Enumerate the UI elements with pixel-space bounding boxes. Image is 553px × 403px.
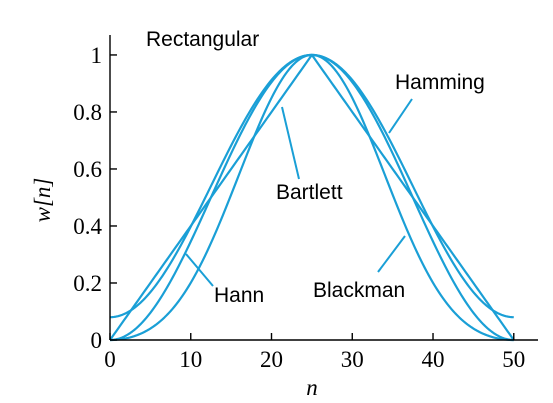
x-axis-title: n — [306, 375, 318, 400]
annotation-rectangular: Rectangular — [146, 28, 259, 51]
y-tick-label: 0.8 — [73, 100, 102, 125]
y-tick-label: 0 — [91, 328, 103, 353]
y-axis-title: w[n] — [30, 178, 55, 223]
leader-hann — [185, 253, 214, 287]
y-tick-label: 0.2 — [73, 271, 102, 296]
y-tick-label: 1 — [91, 43, 103, 68]
x-tick-label: 10 — [179, 347, 202, 372]
annotation-hamming: Hamming — [395, 71, 485, 94]
leader-bartlett — [281, 106, 300, 180]
series-layer — [109, 53, 515, 342]
x-tick-label: 30 — [341, 347, 364, 372]
y-tick-label: 0.6 — [73, 157, 102, 182]
annotation-bartlett: Bartlett — [276, 181, 343, 204]
annotation-blackman: Blackman — [313, 279, 405, 302]
axes-layer: 0 10 20 30 40 50 0 0.2 0.4 0.6 0.8 1 — [73, 35, 538, 372]
x-tick-label: 40 — [422, 347, 445, 372]
x-tick-label: 0 — [104, 347, 116, 372]
y-tick-label: 0.4 — [73, 214, 102, 239]
x-tick-label: 20 — [260, 347, 283, 372]
annotation-hann: Hann — [214, 284, 264, 307]
leader-hamming — [388, 98, 413, 134]
x-tick-label: 50 — [502, 347, 525, 372]
leader-blackman — [377, 235, 406, 273]
series-blackman — [109, 53, 514, 342]
